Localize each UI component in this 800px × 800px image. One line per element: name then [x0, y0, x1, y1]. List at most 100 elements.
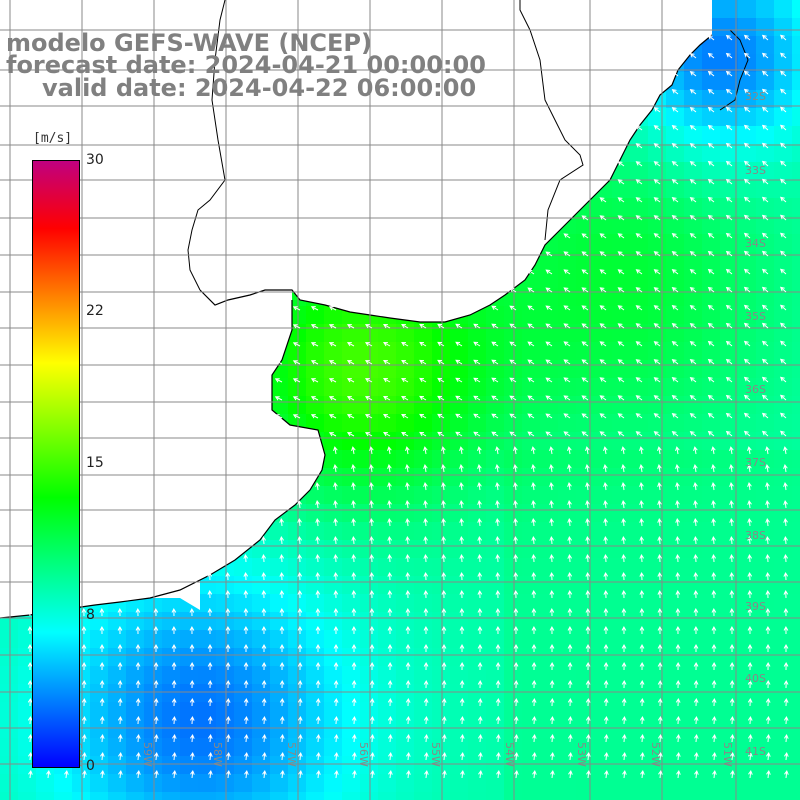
- wind-speed-cell: [738, 324, 756, 342]
- wind-arrow: [603, 661, 609, 671]
- wind-arrow: [437, 413, 445, 419]
- wind-speed-cell: [774, 594, 792, 612]
- wind-arrow: [261, 661, 267, 671]
- wind-arrow: [135, 733, 141, 743]
- wind-arrow: [473, 431, 481, 437]
- wind-arrow: [405, 518, 410, 527]
- wind-arrow: [766, 751, 771, 761]
- wind-arrow: [549, 535, 555, 545]
- wind-speed-cell: [288, 342, 306, 360]
- wind-arrow: [27, 625, 33, 635]
- wind-arrow: [761, 124, 769, 131]
- wind-speed-cell: [720, 450, 738, 468]
- wind-speed-cell: [378, 792, 396, 800]
- wind-arrow: [783, 625, 789, 635]
- wind-speed-cell: [216, 684, 234, 702]
- wind-speed-cell: [612, 216, 630, 234]
- wind-arrow: [761, 268, 769, 275]
- wind-speed-cell: [396, 702, 414, 720]
- wind-speed-cell: [234, 792, 252, 800]
- wind-arrow: [549, 643, 555, 653]
- wind-speed-cell: [648, 630, 666, 648]
- wind-speed-cell: [468, 738, 486, 756]
- latitude-label: 35S: [745, 310, 766, 323]
- wind-arrow: [172, 751, 177, 761]
- wind-speed-cell: [558, 450, 576, 468]
- wind-speed-cell: [342, 684, 360, 702]
- wind-speed-cell: [720, 522, 738, 540]
- wind-arrow: [441, 464, 446, 473]
- wind-arrow: [779, 376, 787, 383]
- wind-arrow: [261, 571, 267, 581]
- wind-arrow: [711, 661, 717, 671]
- wind-arrow: [135, 715, 141, 725]
- wind-speed-cell: [684, 774, 702, 792]
- wind-speed-cell: [522, 504, 540, 522]
- wind-speed-cell: [396, 756, 414, 774]
- wind-speed-cell: [432, 486, 450, 504]
- wind-speed-cell: [702, 486, 720, 504]
- wind-arrow: [423, 661, 429, 671]
- wind-speed-cell: [0, 792, 18, 800]
- wind-speed-cell: [666, 162, 684, 180]
- wind-speed-cell: [738, 450, 756, 468]
- wind-speed-cell: [270, 774, 288, 792]
- wind-speed-cell: [486, 468, 504, 486]
- wind-arrow: [527, 377, 535, 383]
- wind-speed-cell: [684, 450, 702, 468]
- wind-arrow: [441, 446, 446, 455]
- wind-arrow: [779, 124, 787, 131]
- wind-speed-cell: [324, 540, 342, 558]
- wind-speed-cell: [774, 432, 792, 450]
- wind-arrow: [675, 571, 681, 581]
- wind-arrow: [274, 378, 283, 383]
- wind-arrow: [531, 715, 537, 725]
- wind-arrow: [747, 715, 753, 725]
- wind-speed-cell: [324, 666, 342, 684]
- wind-arrow: [549, 446, 554, 455]
- wind-speed-cell: [756, 18, 774, 36]
- wind-arrow: [441, 607, 447, 617]
- wind-speed-cell: [576, 216, 594, 234]
- wind-arrow: [743, 70, 751, 77]
- wind-arrow: [653, 215, 661, 221]
- wind-arrow: [81, 733, 87, 743]
- wind-arrow: [351, 464, 356, 473]
- wind-arrow: [621, 518, 626, 527]
- wind-speed-cell: [792, 36, 800, 54]
- wind-speed-cell: [360, 414, 378, 432]
- wind-speed-cell: [360, 648, 378, 666]
- wind-speed-cell: [396, 720, 414, 738]
- wind-arrow: [689, 70, 697, 77]
- wind-arrow: [405, 607, 411, 617]
- wind-speed-cell: [18, 648, 36, 666]
- wind-arrow: [743, 232, 751, 239]
- wind-arrow: [581, 269, 589, 275]
- wind-speed-cell: [180, 630, 198, 648]
- wind-arrow: [171, 679, 177, 689]
- wind-speed-cell: [414, 594, 432, 612]
- wind-arrow: [657, 553, 663, 563]
- wind-arrow: [346, 360, 355, 365]
- wind-speed-cell: [432, 594, 450, 612]
- wind-arrow: [693, 500, 698, 509]
- wind-speed-cell: [540, 378, 558, 396]
- wind-speed-cell: [126, 648, 144, 666]
- wind-speed-cell: [666, 144, 684, 162]
- wind-arrow: [707, 124, 715, 131]
- wind-speed-cell: [468, 396, 486, 414]
- wind-speed-cell: [0, 774, 18, 792]
- wind-arrow: [725, 232, 733, 239]
- wind-arrow: [509, 359, 517, 365]
- wind-speed-cell: [756, 486, 774, 504]
- wind-arrow: [405, 715, 411, 725]
- wind-speed-cell: [342, 738, 360, 756]
- wind-speed-cell: [108, 756, 126, 774]
- wind-arrow: [639, 571, 645, 581]
- wind-speed-cell: [360, 612, 378, 630]
- wind-speed-cell: [414, 774, 432, 792]
- wind-speed-cell: [558, 234, 576, 252]
- wind-arrow: [513, 518, 518, 527]
- wind-arrow: [707, 412, 715, 419]
- wind-arrow: [118, 751, 123, 761]
